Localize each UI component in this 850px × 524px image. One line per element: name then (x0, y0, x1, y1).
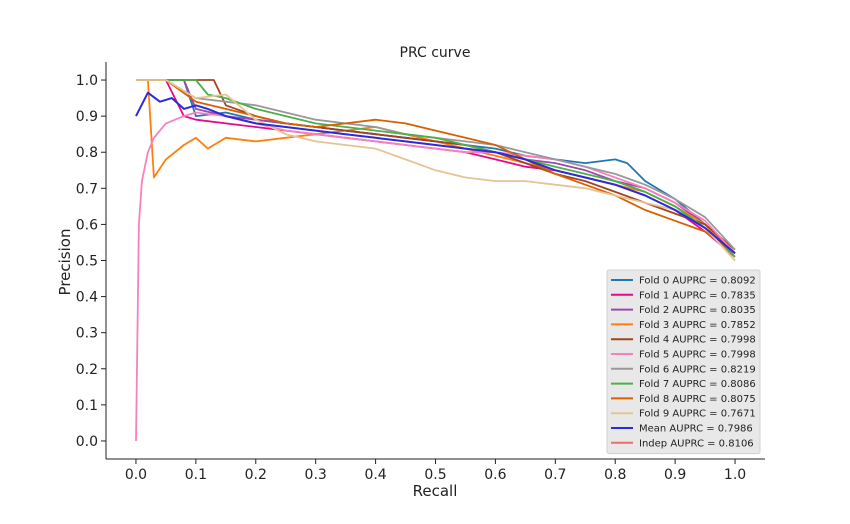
legend: Fold 0 AUPRC = 0.8092 Fold 1 AUPRC = 0.78… (606, 269, 761, 455)
series-line-5 (135, 111, 736, 442)
x-tick-label: 0.5 (424, 467, 446, 483)
y-tick-label: 0.6 (76, 217, 98, 233)
plot-area (135, 79, 736, 442)
y-tick-label: 0.3 (76, 326, 98, 342)
x-tick-label: 0.8 (604, 467, 626, 483)
legend-entry: Fold 2 AUPRC = 0.8035 (639, 305, 756, 316)
legend-entry: Fold 4 AUPRC = 0.7998 (639, 335, 756, 346)
legend-entry: Fold 3 AUPRC = 0.7852 (639, 320, 756, 331)
y-tick-label: 1.0 (76, 73, 98, 89)
series-line-7 (136, 79, 736, 258)
x-tick-label: 0.3 (305, 467, 327, 483)
legend-entry: Fold 9 AUPRC = 0.7671 (639, 409, 756, 420)
x-ticks: 0.0 0.1 0.2 0.3 0.4 0.5 0.6 0.7 0.8 0.9 1.0 (125, 459, 746, 483)
x-tick-label: 0.0 (125, 467, 147, 483)
x-tick-label: 1.0 (724, 467, 746, 483)
chart-title: PRC curve (400, 45, 471, 61)
y-tick-label: 0.5 (76, 254, 98, 270)
y-tick-label: 0.4 (76, 290, 98, 306)
series-line-4 (136, 79, 736, 251)
y-tick-label: 0.8 (76, 145, 98, 161)
x-axis-label: Recall (413, 482, 458, 500)
x-tick-label: 0.4 (364, 467, 386, 483)
series-line-3 (136, 79, 736, 258)
series-line-8 (136, 79, 736, 255)
y-axis-label: Precision (56, 229, 74, 296)
x-tick-label: 0.1 (185, 467, 207, 483)
y-tick-label: 0.7 (76, 181, 98, 197)
y-tick-label: 0.1 (76, 398, 98, 414)
legend-entry: Fold 0 AUPRC = 0.8092 (639, 276, 756, 287)
series-line-10 (135, 91, 736, 255)
series-line-9 (136, 79, 736, 262)
x-tick-label: 0.7 (544, 467, 566, 483)
legend-entry: Fold 6 AUPRC = 0.8219 (639, 364, 756, 375)
legend-box (606, 269, 761, 455)
y-tick-label: 0.2 (76, 362, 98, 378)
legend-entry: Fold 1 AUPRC = 0.7835 (639, 290, 756, 301)
y-tick-label: 0.9 (76, 109, 98, 125)
legend-entry: Fold 5 AUPRC = 0.7998 (639, 350, 756, 361)
y-tick-label: 0.0 (76, 434, 98, 450)
y-ticks: 0.0 0.1 0.2 0.3 0.4 0.5 0.6 0.7 0.8 0.9 1.0 (76, 73, 106, 450)
x-tick-label: 0.9 (664, 467, 686, 483)
legend-entry: Fold 8 AUPRC = 0.8075 (639, 394, 756, 405)
legend-entry: Mean AUPRC = 0.7986 (639, 424, 753, 435)
legend-entry: Fold 7 AUPRC = 0.8086 (639, 379, 756, 390)
legend-entry: Indep AUPRC = 0.8106 (639, 438, 754, 449)
x-tick-label: 0.6 (484, 467, 506, 483)
series-line-1 (136, 79, 736, 258)
x-tick-label: 0.2 (245, 467, 267, 483)
